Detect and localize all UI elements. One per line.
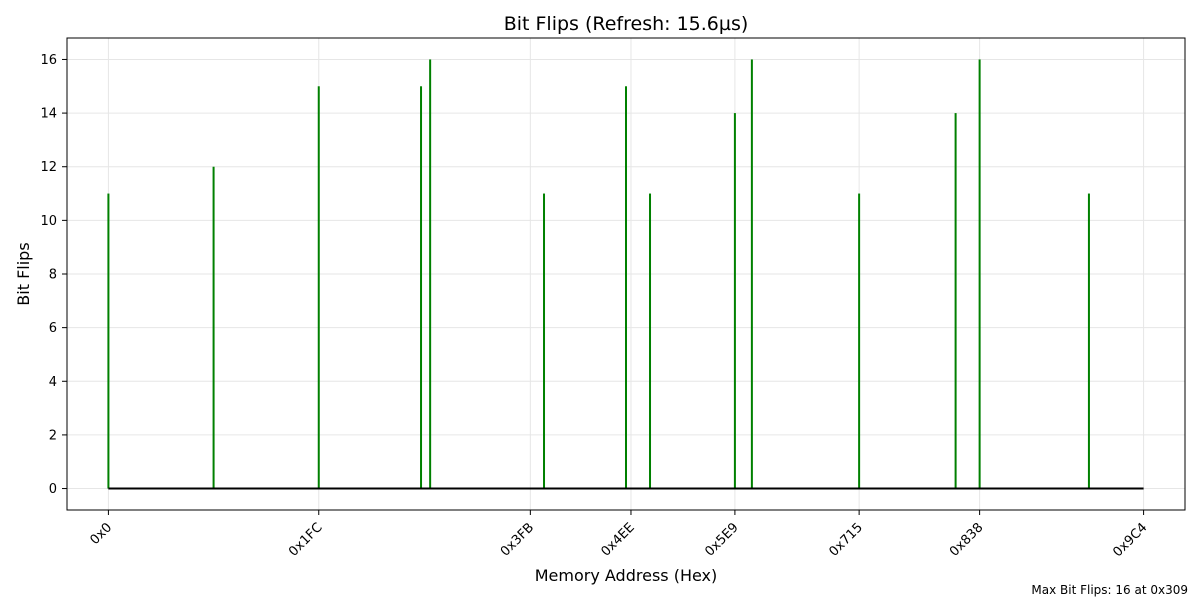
bit-flip-bar [954,113,957,489]
max-bit-flips-note: Max Bit Flips: 16 at 0x309 [1031,583,1188,597]
bit-flip-bar [625,86,627,489]
y-tick-label: 12 [40,160,57,175]
x-tick-label: 0x9C4 [1110,520,1150,560]
bit-flip-bar [733,113,736,489]
bit-flip-bar [107,193,110,489]
bit-flip-bar [750,59,753,489]
y-tick-label: 10 [40,214,57,229]
bit-flip-bar [212,166,215,489]
x-tick-label: 0x4EE [598,520,637,559]
y-tick-label: 4 [49,375,57,390]
x-axis-title: Memory Address (Hex) [535,566,718,585]
x-axis: 0x0 0x1FC 0x3FB 0x4EE 0x5E9 0x715 0x838 0x9C4 [87,510,1150,560]
y-axis: 0 2 4 6 8 10 12 14 16 [40,53,67,497]
x-tick-label: 0x0 [87,520,115,548]
y-tick-label: 16 [40,53,57,68]
x-tick-label: 0x715 [827,520,866,559]
x-tick-label: 0x838 [947,520,986,559]
x-tick-label: 0x5E9 [702,520,741,559]
y-axis-title: Bit Flips [14,242,33,305]
bit-flip-bar [543,193,546,489]
bit-flip-bar [1087,193,1090,489]
bit-flip-bar [978,59,981,489]
y-tick-label: 0 [49,482,57,497]
x-tick-label: 0x1FC [286,520,325,559]
x-tick-label: 0x3FB [498,520,537,559]
bit-flip-bar [858,193,861,489]
y-tick-label: 14 [40,107,57,122]
y-tick-label: 6 [49,321,57,336]
y-tick-label: 8 [49,268,57,283]
y-tick-label: 2 [49,428,57,443]
bars [107,59,1090,489]
bit-flip-bar [649,193,652,489]
bit-flip-bar [317,86,320,489]
bit-flip-bar [420,86,423,489]
bit-flip-bar [429,59,432,489]
chart-title: Bit Flips (Refresh: 15.6µs) [504,13,749,35]
